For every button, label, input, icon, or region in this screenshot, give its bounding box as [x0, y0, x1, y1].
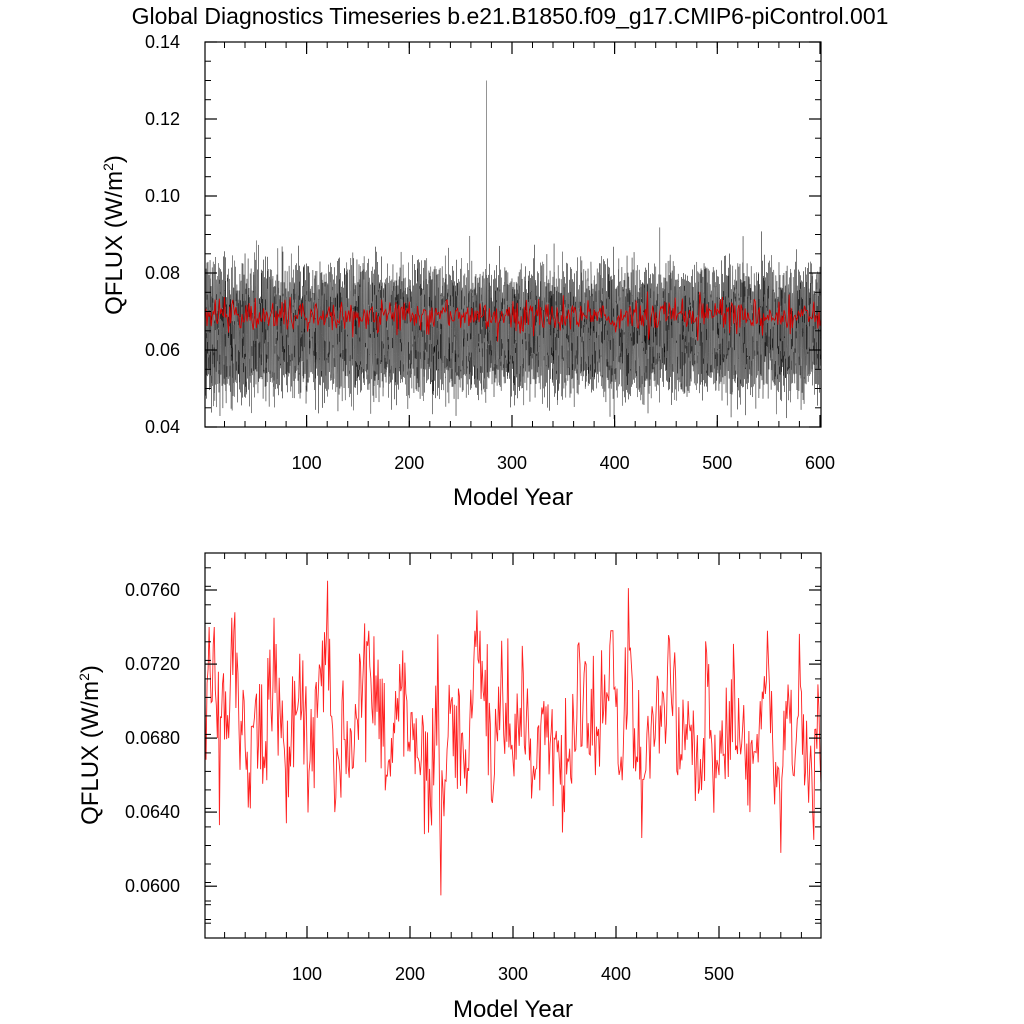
top-plot-panel: 100 200 300 400 500 600 0.04 0.06 0.08 0.10 0.12 0.…: [100, 32, 835, 511]
bottom-y-tick-label: 0.0680: [125, 728, 180, 748]
top-y-axis-title-tail: ): [101, 155, 128, 163]
top-annual-series-line: [204, 291, 822, 342]
monthly-series-line: [204, 227, 822, 419]
bottom-y-axis-title-tail: ): [77, 665, 104, 673]
bottom-y-tick-label: 0.0760: [125, 580, 180, 600]
bottom-x-tick-label: 400: [601, 964, 631, 984]
bottom-plot-panel: 100 200 300 400 500 0.0600 0.0640 0.0680 0.0720 0…: [76, 552, 822, 1023]
bottom-x-tick-label: 200: [395, 964, 425, 984]
top-y-tick-label: 0.10: [145, 186, 180, 206]
bottom-x-axis-title: Model Year: [453, 996, 573, 1023]
top-y-tick-label: 0.04: [145, 417, 180, 437]
bottom-annual-series-line: [204, 580, 822, 896]
top-x-tick-label: 200: [394, 453, 424, 473]
top-y-tick-label: 0.06: [145, 340, 180, 360]
top-y-tick-label: 0.14: [145, 32, 180, 52]
top-y-axis-title-main: QFLUX (W/m: [101, 171, 128, 315]
bottom-y-axis-title-superscript: 2: [76, 673, 92, 681]
bottom-y-axis-title: QFLUX (W/m2): [76, 665, 104, 825]
top-x-tick-label: 300: [497, 453, 527, 473]
bottom-y-tick-label: 0.0720: [125, 654, 180, 674]
top-series-group: [204, 80, 822, 419]
top-x-axis-title: Model Year: [453, 484, 573, 511]
bottom-x-tick-label: 500: [704, 964, 734, 984]
top-x-tick-label: 600: [805, 453, 835, 473]
top-plot-frame: [204, 41, 822, 428]
top-axes: 100 200 300 400 500 600 0.04 0.06 0.08 0.10 0.12 0.…: [145, 32, 835, 473]
bottom-y-axis-title-main: QFLUX (W/m: [77, 681, 104, 825]
top-x-tick-label: 400: [600, 453, 630, 473]
top-y-tick-label: 0.08: [145, 263, 180, 283]
top-y-tick-label: 0.12: [145, 109, 180, 129]
bottom-series-group: [204, 580, 822, 896]
top-x-tick-label: 100: [292, 453, 322, 473]
bottom-x-tick-label: 300: [498, 964, 528, 984]
top-y-axis-title-superscript: 2: [100, 163, 116, 171]
bottom-x-tick-label: 100: [292, 964, 322, 984]
chart-title: Global Diagnostics Timeseries b.e21.B185…: [132, 3, 889, 29]
bottom-y-tick-label: 0.0600: [125, 876, 180, 896]
bottom-y-tick-label: 0.0640: [125, 802, 180, 822]
bottom-axes: 100 200 300 400 500 0.0600 0.0640 0.0680 0.0720 0…: [125, 553, 821, 984]
top-x-tick-label: 500: [702, 453, 732, 473]
top-y-axis-title: QFLUX (W/m2): [100, 155, 128, 315]
